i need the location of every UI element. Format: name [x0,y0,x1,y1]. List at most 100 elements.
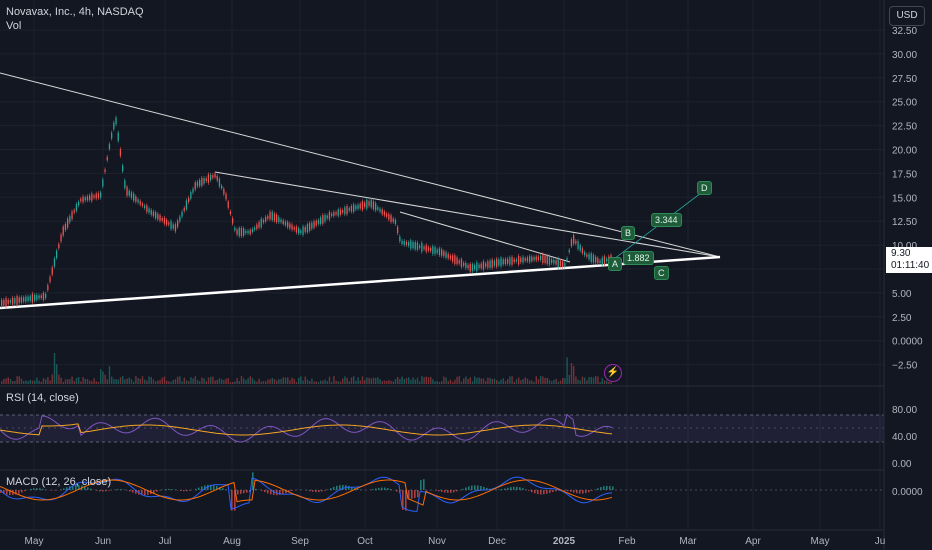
volume-bar [227,378,229,384]
volume-bar [606,380,608,384]
candle [256,224,258,229]
candle [183,208,185,211]
volume-bar [557,381,559,384]
macd-histogram-bar [396,490,398,492]
candle [82,196,84,203]
macd-histogram-bar [573,490,575,493]
macd-histogram-bar [240,490,242,494]
volume-bar [108,366,111,384]
lightning-icon[interactable]: ⚡ [604,364,622,382]
candle [47,285,49,291]
volume-bar [368,377,370,384]
volume-bar [258,378,260,384]
volume-bar [581,376,584,384]
rsi-line [0,413,613,443]
volume-bar [7,377,9,384]
candle [449,255,452,259]
volume-bar [278,379,280,384]
volume-bar [445,377,447,384]
candle [566,258,568,261]
volume-bar [45,379,47,384]
current-price-tag: 9.30 01:11:40 [886,247,932,273]
candle [559,260,562,267]
volume-bar [117,379,119,384]
volume-bar [36,377,38,384]
volume-bar [434,381,436,384]
volume-bar [408,377,410,384]
macd-histogram-bar [381,487,383,490]
candle [100,192,102,198]
macd-histogram-bar [36,488,38,490]
candle [423,246,425,250]
symbol-title[interactable]: Novavax, Inc., 4h, NASDAQ [6,6,144,18]
volume-bar [86,379,89,384]
candle [322,215,324,224]
candle [280,219,282,223]
wave-label-b[interactable]: B [621,226,636,240]
volume-bar [80,381,82,384]
measure-label-1[interactable]: 1.882 [623,251,654,265]
volume-bar [412,377,414,384]
wave-label-c[interactable]: C [654,266,669,280]
volume-bar [509,376,511,384]
volume-bar [152,379,155,384]
time-tick: 2025 [553,536,576,547]
candle [399,236,401,242]
candle [511,256,513,265]
rsi-label[interactable]: RSI (14, close) [6,392,79,404]
candle [227,201,229,208]
volume-bar [14,380,16,384]
candle [20,297,23,303]
candle [295,226,298,233]
volume-label[interactable]: Vol [6,20,22,32]
volume-bar [416,377,419,384]
volume-bar [478,377,480,384]
volume-bar [238,380,240,384]
candle [447,254,449,259]
volume-bar [265,381,267,384]
wave-label-a[interactable]: A [608,257,623,271]
wave-label-d[interactable]: D [697,181,712,195]
volume-bar [174,379,177,384]
volume-bar [476,377,478,384]
volume-bar [544,377,546,384]
volume-bar [348,381,350,384]
currency-button[interactable]: USD [889,6,925,26]
candle [3,299,5,306]
candle [113,122,115,130]
candle [460,259,463,267]
volume-bar [273,379,276,384]
volume-bar [489,377,491,384]
volume-bar [482,378,485,384]
volume-bar [166,380,168,384]
volume-bar [67,379,69,384]
measure-label-2[interactable]: 3.344 [651,213,682,227]
volume-bar [271,377,273,384]
macd-histogram-bar [129,490,131,492]
macd-histogram-bar [159,490,161,491]
candle [482,261,485,270]
candle [403,241,405,245]
volume-bar [16,376,18,384]
volume-bar [515,379,518,384]
candle [509,257,511,265]
candle [350,205,353,212]
macd-histogram-bar [450,490,452,493]
candle [592,254,595,263]
volume-bar [102,371,104,384]
price-tick: 25.00 [892,98,917,109]
candle [14,298,16,304]
volume-bar [553,379,555,384]
candle [78,201,80,206]
macd-histogram-bar [279,490,281,495]
macd-label[interactable]: MACD (12, 26, close) [6,476,112,488]
candle [117,132,119,141]
volume-bar [326,381,328,384]
candle [430,248,432,251]
volume-bar [430,376,432,384]
macd-histogram-bar [462,488,464,490]
candle [432,246,434,254]
volume-bar [526,378,529,384]
candle [265,217,267,222]
